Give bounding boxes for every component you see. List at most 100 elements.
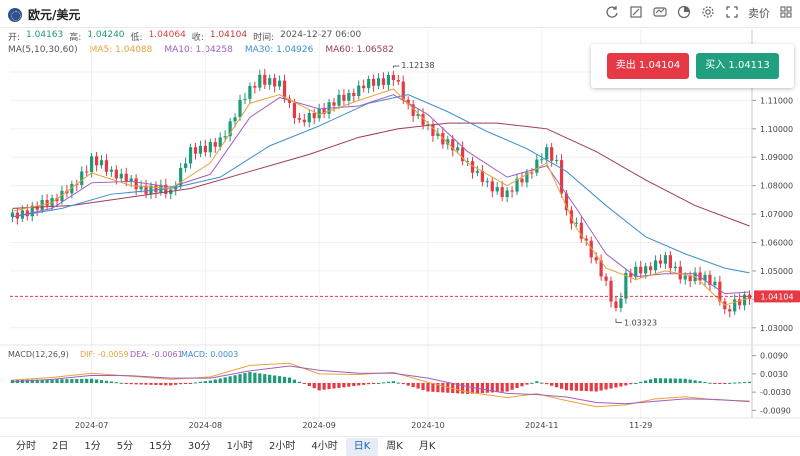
candlestick-chart[interactable]: 1.120001.110001.100001.090001.080001.070… — [0, 0, 800, 436]
period-tab[interactable]: 1分 — [84, 440, 101, 452]
candle-body[interactable] — [663, 255, 668, 264]
candle-body[interactable] — [713, 281, 717, 286]
candle-body[interactable] — [292, 102, 297, 119]
candle-body[interactable] — [579, 222, 583, 239]
candle-body[interactable] — [540, 159, 544, 161]
buy-button[interactable]: 买入 1.04113 — [696, 53, 779, 79]
candle-body[interactable] — [119, 173, 123, 179]
candle-body[interactable] — [520, 178, 524, 183]
candle-body[interactable] — [50, 198, 54, 206]
layout-icon[interactable] — [778, 5, 794, 21]
candle-body[interactable] — [337, 94, 341, 106]
period-tab[interactable]: 5分 — [116, 440, 134, 452]
candle-body[interactable] — [658, 260, 663, 264]
candle-body[interactable] — [357, 85, 361, 97]
candle-body[interactable] — [396, 80, 400, 82]
candle-body[interactable] — [45, 199, 49, 206]
candle-body[interactable] — [193, 147, 198, 154]
candle-body[interactable] — [683, 275, 687, 280]
candle-body[interactable] — [490, 181, 494, 192]
period-tab[interactable]: 周K — [386, 440, 403, 452]
candle-body[interactable] — [747, 294, 752, 299]
candle-body[interactable] — [708, 274, 712, 286]
candle-body[interactable] — [564, 193, 569, 211]
candle-body[interactable] — [653, 260, 658, 271]
candle-body[interactable] — [149, 185, 153, 194]
candle-body[interactable] — [406, 99, 410, 105]
period-tab[interactable]: 15分 — [149, 440, 172, 452]
candle-body[interactable] — [55, 198, 59, 202]
candle-body[interactable] — [728, 309, 732, 312]
candle-body[interactable] — [263, 74, 267, 85]
candle-body[interactable] — [421, 114, 425, 126]
period-tab[interactable]: 月K — [418, 440, 436, 452]
candle-body[interactable] — [109, 169, 114, 172]
candle-body[interactable] — [297, 118, 301, 120]
candle-body[interactable] — [99, 160, 104, 166]
candle-body[interactable] — [559, 160, 564, 194]
candle-body[interactable] — [243, 98, 247, 100]
period-tab[interactable]: 分时 — [16, 440, 36, 452]
draw-tool-icon[interactable] — [628, 5, 644, 21]
candle-body[interactable] — [144, 185, 148, 194]
candle-body[interactable] — [371, 78, 376, 86]
candle-body[interactable] — [94, 156, 99, 166]
candle-body[interactable] — [609, 280, 613, 302]
candle-body[interactable] — [634, 266, 638, 277]
candle-body[interactable] — [203, 145, 208, 153]
candle-body[interactable] — [198, 145, 203, 154]
candle-body[interactable] — [614, 301, 618, 308]
candle-body[interactable] — [703, 274, 707, 281]
candle-body[interactable] — [480, 170, 485, 182]
candle-body[interactable] — [159, 184, 163, 193]
candle-body[interactable] — [114, 169, 118, 179]
candle-body[interactable] — [574, 222, 579, 224]
candle-body[interactable] — [154, 185, 158, 193]
candle-body[interactable] — [525, 172, 529, 183]
candle-body[interactable] — [648, 266, 653, 271]
candle-body[interactable] — [416, 114, 420, 116]
candle-body[interactable] — [85, 171, 89, 173]
candle-body[interactable] — [733, 299, 737, 312]
sell-button[interactable]: 卖出 1.04104 — [607, 53, 689, 79]
candle-body[interactable] — [80, 171, 84, 185]
candle-body[interactable] — [213, 142, 217, 147]
candle-body[interactable] — [624, 272, 628, 299]
candle-body[interactable] — [644, 266, 648, 274]
candle-body[interactable] — [282, 80, 287, 99]
candle-body[interactable] — [90, 156, 94, 173]
candle-body[interactable] — [253, 86, 257, 88]
settings-icon[interactable] — [700, 5, 716, 21]
candle-body[interactable] — [604, 276, 608, 281]
candle-body[interactable] — [495, 187, 499, 192]
candle-body[interactable] — [545, 147, 549, 160]
candle-body[interactable] — [401, 81, 405, 100]
sell-price-toggle[interactable]: 卖价 — [748, 7, 770, 20]
candle-body[interactable] — [446, 139, 450, 145]
candle-body[interactable] — [124, 173, 128, 182]
candle-body[interactable] — [347, 92, 351, 101]
indicator-icon[interactable] — [652, 5, 668, 21]
candle-body[interactable] — [550, 147, 554, 161]
candle-body[interactable] — [381, 78, 386, 85]
candle-body[interactable] — [668, 255, 672, 269]
candle-body[interactable] — [134, 178, 138, 190]
candle-body[interactable] — [332, 102, 336, 106]
candle-body[interactable] — [30, 205, 34, 217]
candle-body[interactable] — [485, 181, 489, 183]
candle-body[interactable] — [218, 137, 222, 147]
candle-body[interactable] — [362, 85, 366, 89]
candle-body[interactable] — [688, 275, 692, 282]
candle-body[interactable] — [436, 133, 440, 136]
candle-body[interactable] — [322, 108, 326, 114]
candle-body[interactable] — [629, 272, 633, 277]
period-tab[interactable]: 日K — [345, 437, 379, 456]
candle-body[interactable] — [599, 260, 603, 277]
candle-body[interactable] — [129, 178, 133, 182]
period-tab[interactable]: 2小时 — [268, 440, 296, 452]
candle-body[interactable] — [10, 212, 15, 217]
candle-body[interactable] — [500, 187, 504, 198]
candle-body[interactable] — [431, 124, 435, 136]
candle-body[interactable] — [273, 78, 277, 87]
candle-body[interactable] — [678, 266, 682, 280]
